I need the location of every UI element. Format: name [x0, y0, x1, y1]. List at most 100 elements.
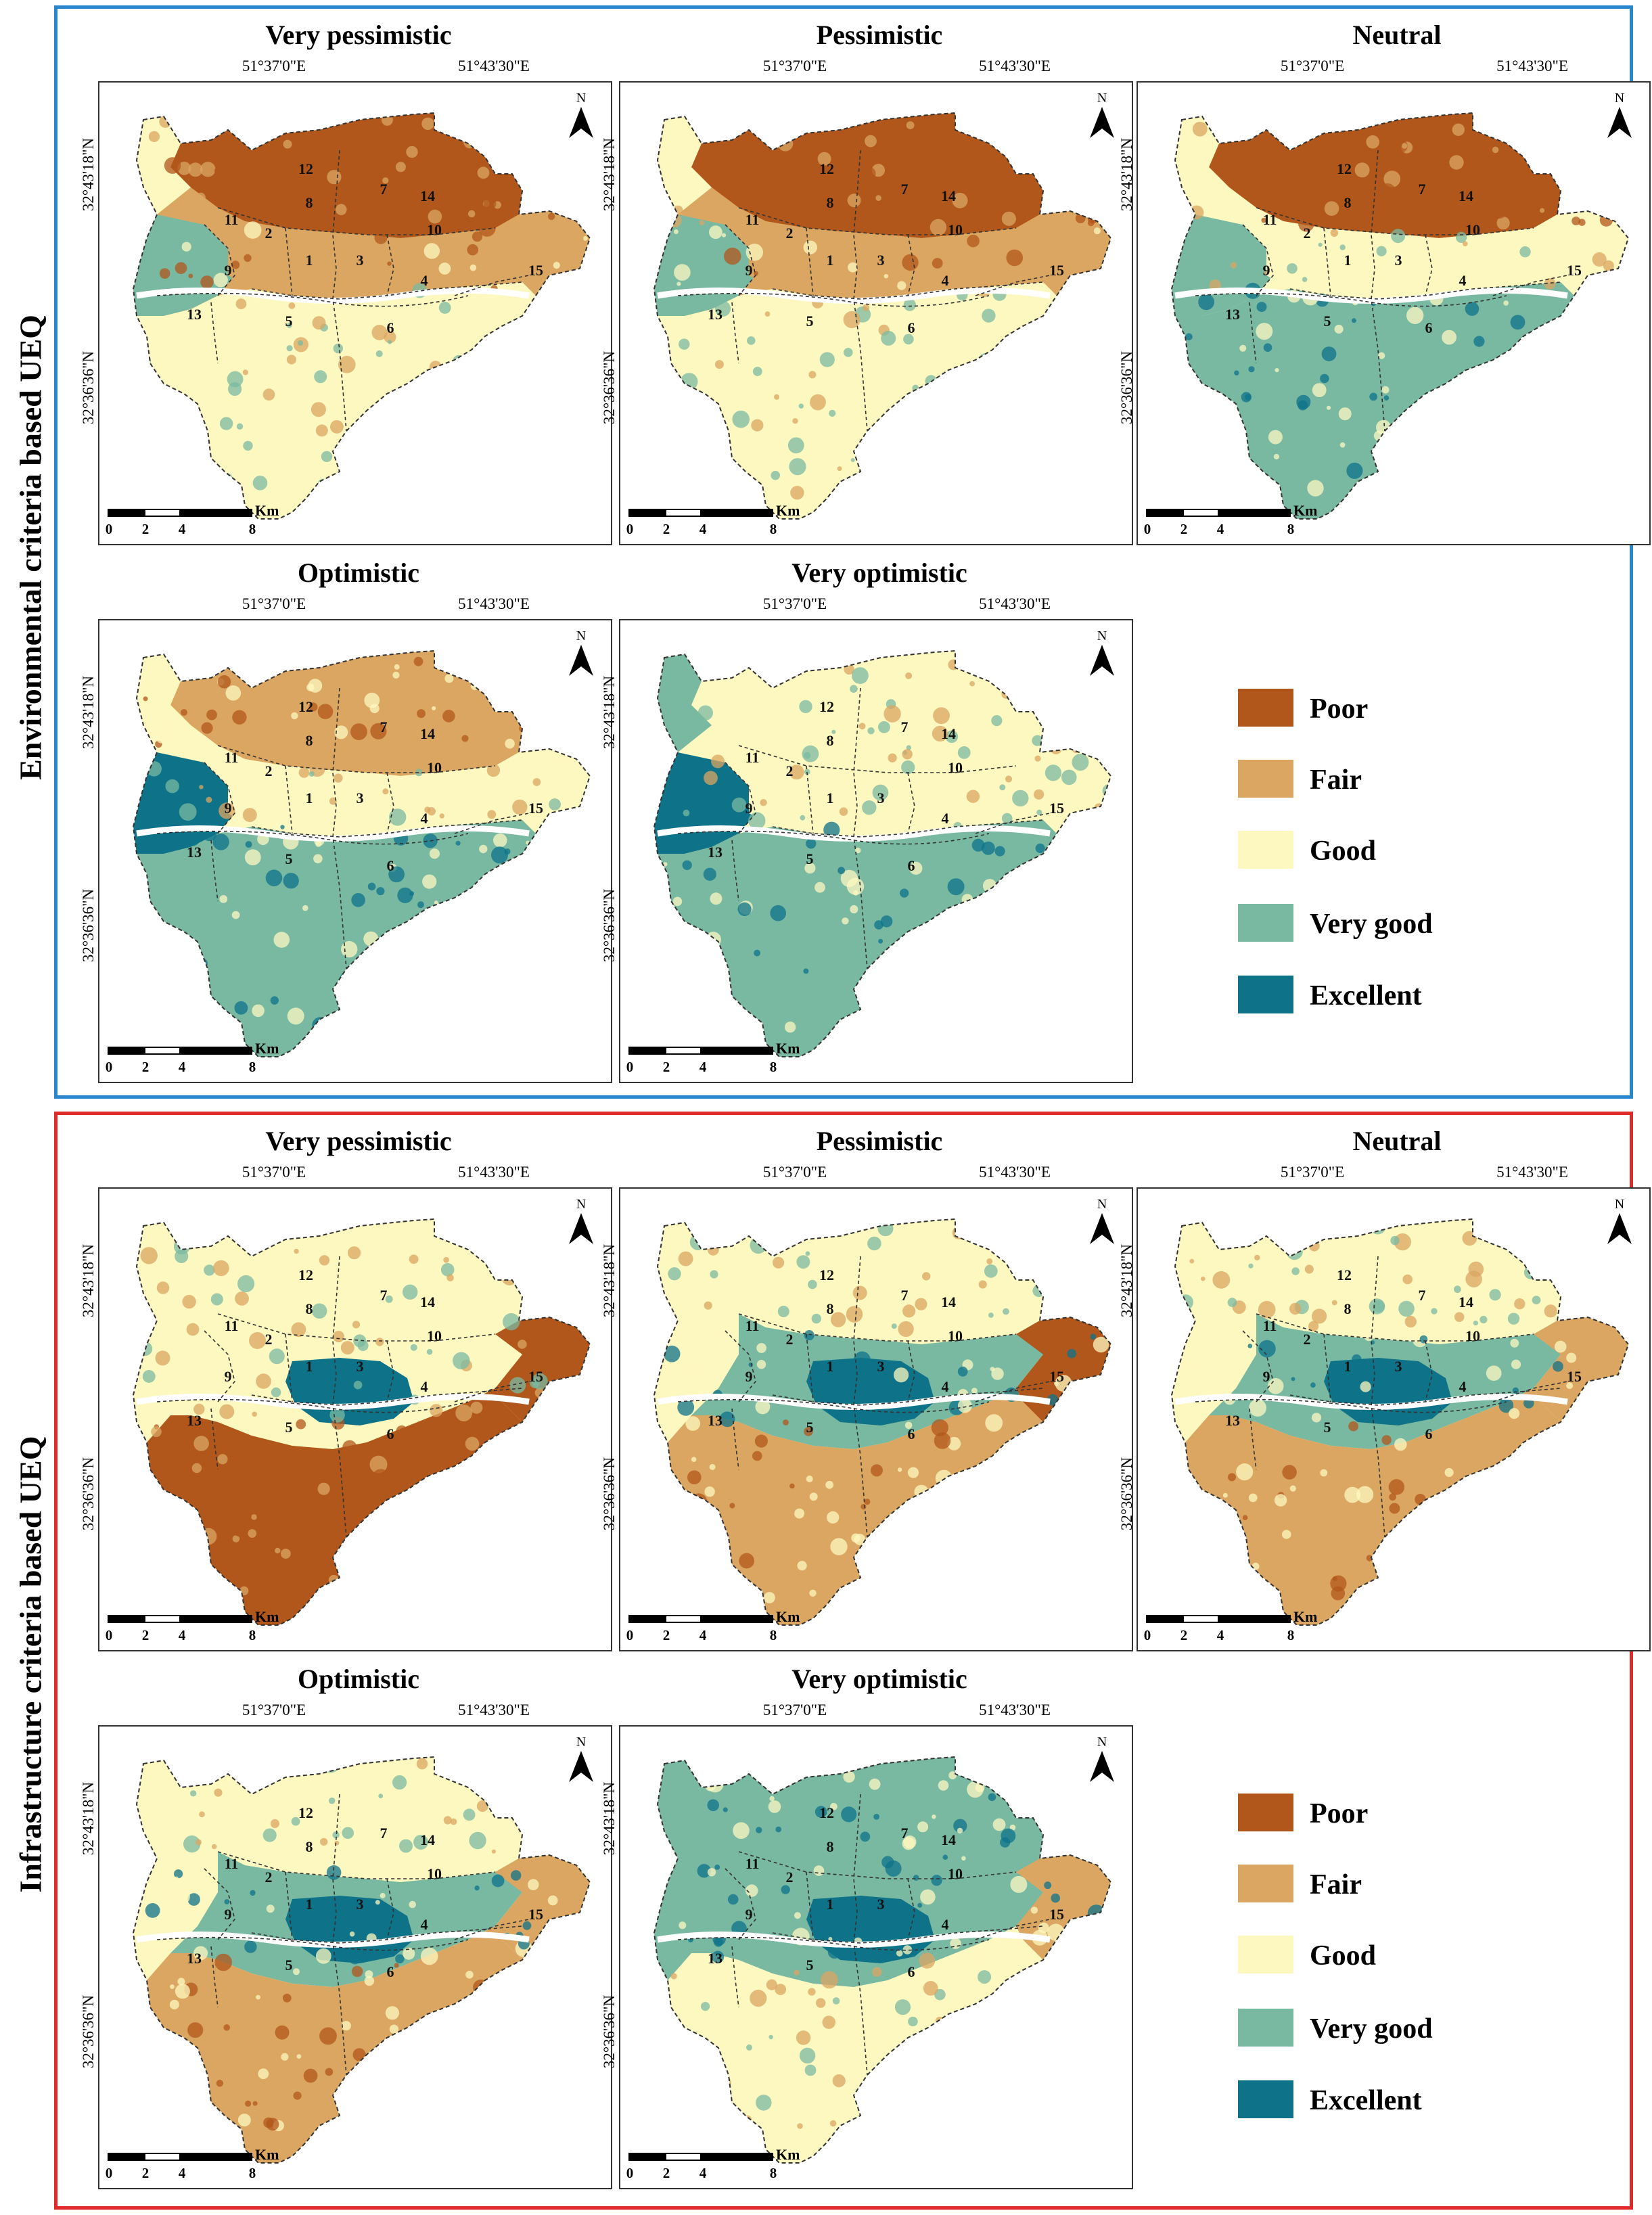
inf-lat-bottom-label: 32°36'36"N [601, 1994, 618, 2069]
env-texture-patch [438, 262, 451, 275]
legend-label-very-good: Very good [1310, 2013, 1433, 2045]
inf-texture-patch [985, 1414, 1003, 1432]
inf-texture-patch [266, 2118, 279, 2131]
inf-zone-label-10: 10 [948, 1865, 963, 1882]
env-scale-bar [628, 1047, 773, 1055]
inf-texture-patch [978, 1970, 992, 1984]
inf-texture-patch [1039, 1484, 1050, 1495]
env-zone-label-9: 9 [1263, 262, 1270, 279]
inf-scale-tick: 2 [141, 1627, 150, 1643]
inf-texture-patch [380, 1892, 386, 1898]
env-texture-patch [1383, 395, 1390, 401]
env-texture-patch [804, 863, 816, 874]
inf-zone-boundary [853, 1794, 868, 2076]
env-texture-patch [874, 920, 884, 930]
env-texture-patch [683, 809, 690, 817]
env-map-frame: 1 2 3 4 5 6 7 8 9 10 11 12 13 14 15 N Km 0 2 4 8 [98, 81, 612, 545]
inf-lon-right-label: 51°43'30"E [458, 1164, 530, 1181]
inf-scale-bar [108, 2153, 252, 2161]
inf-zone-boundary [1323, 1333, 1331, 1402]
inf-zone-label-13: 13 [187, 1412, 202, 1429]
inf-zone-boundary [217, 1313, 496, 1342]
env-texture-patch [491, 846, 508, 864]
env-zone-label-15: 15 [1049, 262, 1064, 279]
inf-texture-patch [975, 2115, 989, 2130]
env-texture-patch [1594, 362, 1608, 375]
inf-texture-patch [317, 1482, 330, 1495]
env-texture-patch [243, 440, 253, 451]
inf-texture-patch [710, 1270, 718, 1279]
inf-zone-label-14: 14 [1459, 1294, 1473, 1310]
inf-zone-boundary [1371, 1256, 1385, 1538]
inf-texture-patch [513, 1534, 518, 1540]
env-texture-patch [1045, 764, 1061, 781]
env-texture-patch [187, 833, 200, 846]
inf-texture-patch [1291, 1377, 1295, 1381]
inf-texture-patch [1037, 1488, 1047, 1499]
inf-zone-label-15: 15 [528, 1368, 543, 1385]
inf-texture-patch [988, 1312, 994, 1318]
inf-texture-patch [898, 1321, 914, 1338]
inf-scale-unit: Km [255, 1608, 279, 1625]
env-texture-patch [981, 841, 995, 855]
env-texture-patch [983, 1016, 990, 1024]
env-texture-patch [214, 167, 221, 174]
inf-texture-patch [881, 1856, 894, 1869]
inf-texture-patch [1289, 1485, 1296, 1492]
inf-texture-patch [193, 1946, 208, 1961]
env-texture-patch [1256, 323, 1273, 340]
inf-texture-patch [574, 1412, 590, 1430]
inf-zone-label-5: 5 [806, 1419, 814, 1436]
env-texture-patch [159, 268, 170, 279]
inf-texture-patch [524, 1559, 539, 1574]
inf-texture-patch [263, 1458, 279, 1474]
env-zone-label-2: 2 [265, 225, 273, 242]
inf-texture-patch [878, 1591, 885, 1598]
inf-texture-patch [768, 1800, 781, 1813]
inf-texture-patch [1388, 1479, 1405, 1495]
env-texture-patch [920, 944, 928, 952]
env-texture-patch [1547, 399, 1555, 407]
inf-texture-patch [531, 2086, 548, 2103]
inf-map-title: Pessimistic [816, 1126, 943, 1156]
env-zone-boundary [975, 813, 1051, 834]
env-texture-patch [1512, 363, 1525, 376]
inf-texture-patch [558, 1932, 568, 1941]
inf-texture-patch [1076, 2007, 1088, 2019]
env-zone-label-4: 4 [421, 810, 428, 827]
env-scale-segment [702, 1047, 773, 1055]
env-texture-patch [472, 986, 478, 990]
env-texture-patch [945, 730, 959, 744]
env-zone-label-3: 3 [357, 252, 364, 269]
inf-city-outline [653, 1218, 1112, 1626]
inf-scale-segment [702, 1615, 773, 1623]
inf-texture-patch [1540, 1432, 1546, 1439]
env-texture-patch [714, 300, 731, 317]
env-texture-patch [498, 452, 513, 467]
inf-texture-patch [714, 1938, 723, 1947]
inf-texture-patch [1586, 1415, 1592, 1420]
env-texture-patch [355, 129, 369, 142]
env-texture-patch [1029, 363, 1046, 380]
env-texture-patch [319, 154, 330, 165]
env-texture-patch [764, 311, 771, 317]
inf-texture-patch [677, 1398, 695, 1416]
env-texture-patch [281, 182, 290, 191]
env-texture-patch [202, 491, 208, 498]
env-texture-patch [966, 790, 980, 803]
inf-zone-label-4: 4 [942, 1378, 949, 1395]
infrastructure-side-title: Infrastructure criteria based UEQ [13, 1436, 48, 1893]
inf-texture-patch [1082, 1400, 1092, 1411]
inf-texture-patch [923, 1981, 938, 1996]
inf-texture-patch [974, 1479, 980, 1485]
env-texture-patch [852, 667, 869, 684]
env-zone-boundary [738, 745, 1017, 773]
env-texture-patch [1608, 396, 1614, 403]
env-scale-unit: Km [776, 1040, 800, 1057]
inf-texture-patch [1454, 1285, 1461, 1294]
inf-texture-patch [1403, 1382, 1410, 1389]
env-texture-patch [1492, 146, 1499, 154]
inf-zone-label-7: 7 [901, 1287, 909, 1304]
inf-texture-patch [739, 1553, 755, 1569]
